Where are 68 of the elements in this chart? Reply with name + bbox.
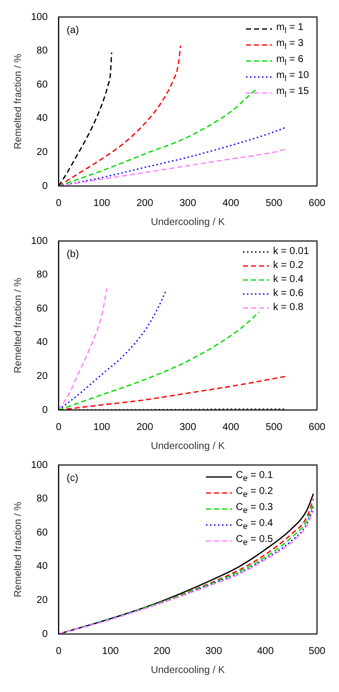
legend-label: m$_{l}$ = 10 <box>276 69 309 85</box>
x-tick-label: 600 <box>308 198 326 209</box>
y-tick-label: 0 <box>42 180 48 192</box>
x-tick-label: 0 <box>56 422 62 433</box>
x-tick-label: 500 <box>308 646 326 657</box>
y-tick-label: 80 <box>36 46 48 57</box>
x-tick-label: 300 <box>180 422 197 433</box>
line-series <box>58 291 166 410</box>
y-tick-label: 0 <box>42 404 48 416</box>
legend-label: C$_{e}$ = 0.1 <box>236 469 273 485</box>
y-tick-label: 60 <box>36 79 48 90</box>
x-tick-label: 400 <box>222 198 240 209</box>
y-tick-label: 100 <box>30 12 48 23</box>
x-axis-title: Undercooling / K <box>150 216 226 228</box>
x-tick-label: 400 <box>256 646 274 657</box>
x-tick-label: 0 <box>56 198 62 209</box>
legend-label: k = 0.6 <box>273 287 304 301</box>
x-tick-label: 0 <box>56 646 62 657</box>
y-tick-label: 20 <box>36 370 48 382</box>
annotation: (c) <box>66 472 78 484</box>
x-tick-label: 500 <box>266 422 283 433</box>
line-series <box>58 45 182 186</box>
legend-label: k = 0.01 <box>273 245 309 259</box>
legend-label: m$_{l}$ = 15 <box>276 85 309 101</box>
line-series <box>58 148 288 186</box>
x-tick-label: 300 <box>205 646 222 657</box>
x-tick-label: 500 <box>266 198 283 209</box>
y-axis-title: Remelted fraction / % <box>12 502 24 598</box>
y-tick-label: 0 <box>42 628 48 640</box>
legend-label: m$_{l}$ = 1 <box>276 21 304 37</box>
x-tick-label: 300 <box>180 198 197 209</box>
y-axis-title: Remelted fraction / % <box>12 278 24 374</box>
x-tick-label: 200 <box>154 646 171 657</box>
annotation: (b) <box>66 248 79 260</box>
legend-label: k = 0.2 <box>273 259 304 273</box>
x-tick-label: 100 <box>102 646 120 657</box>
y-tick-label: 100 <box>30 460 48 471</box>
y-axis-title: Remelted fraction / % <box>12 54 24 150</box>
x-tick-label: 200 <box>136 198 154 209</box>
x-axis-title: Undercooling / K <box>150 664 226 676</box>
x-tick-label: 400 <box>222 422 240 433</box>
y-tick-label: 100 <box>30 236 48 247</box>
legend-label: k = 0.4 <box>273 273 304 287</box>
legend-label: m$_{l}$ = 3 <box>276 37 304 53</box>
x-tick-label: 100 <box>93 422 111 433</box>
legend-label: C$_{e}$ = 0.3 <box>236 501 273 517</box>
y-tick-label: 80 <box>36 270 48 281</box>
annotation: (a) <box>66 24 79 36</box>
line-series <box>58 87 258 186</box>
y-tick-label: 40 <box>36 561 48 572</box>
y-tick-label: 80 <box>36 494 48 505</box>
y-tick-label: 60 <box>36 527 48 538</box>
x-tick-label: 100 <box>93 198 111 209</box>
x-tick-label: 200 <box>136 422 154 433</box>
y-tick-label: 20 <box>36 146 48 158</box>
legend-label: C$_{e}$ = 0.5 <box>236 533 273 549</box>
line-series <box>58 288 108 410</box>
y-tick-label: 40 <box>36 337 48 348</box>
legend-label: k = 0.8 <box>273 301 304 315</box>
line-series <box>58 311 260 410</box>
legend-label: C$_{e}$ = 0.2 <box>236 485 273 501</box>
legend-label: m$_{l}$ = 6 <box>276 53 304 69</box>
y-tick-label: 20 <box>36 594 48 606</box>
x-tick-label: 600 <box>308 422 326 433</box>
y-tick-label: 60 <box>36 303 48 314</box>
y-tick-label: 40 <box>36 113 48 124</box>
legend-label: C$_{e}$ = 0.4 <box>236 517 273 533</box>
x-axis-title: Undercooling / K <box>150 440 226 452</box>
